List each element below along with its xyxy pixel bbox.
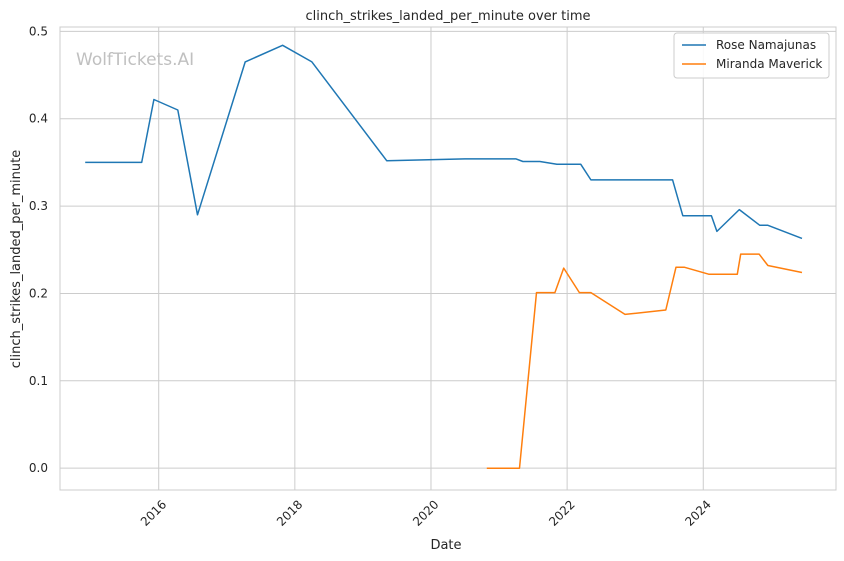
x-tick-label: 2016 <box>138 497 169 528</box>
series-line-rose-namajunas <box>85 44 803 240</box>
series-line-miranda-maverick <box>486 253 803 469</box>
x-tick-labels: 2016 2018 2020 2022 2024 <box>138 497 714 528</box>
y-tick-labels: 0.0 0.1 0.2 0.3 0.4 0.5 <box>29 24 48 475</box>
plot-area <box>59 26 837 491</box>
x-tick-label: 2024 <box>682 497 713 528</box>
y-axis-label: clinch_strikes_landed_per_minute <box>9 150 24 368</box>
legend-box <box>673 32 830 79</box>
watermark-text: WolfTickets.AI <box>76 50 194 70</box>
y-tick-label: 0.2 <box>29 286 48 300</box>
y-tick-label: 0.1 <box>29 374 48 388</box>
y-tick-label: 0.4 <box>29 112 48 126</box>
chart-title: clinch_strikes_landed_per_minute over ti… <box>305 9 590 24</box>
x-tick-label: 2020 <box>410 497 441 528</box>
x-tick-label: 2022 <box>546 497 577 528</box>
y-tick-label: 0.3 <box>29 199 48 213</box>
x-axis-label: Date <box>430 538 461 553</box>
y-tick-label: 0.5 <box>29 24 48 38</box>
x-tick-label: 2018 <box>274 497 305 528</box>
legend-label-miranda: Miranda Maverick <box>716 57 822 71</box>
y-tick-label: 0.0 <box>29 461 48 475</box>
grid-lines <box>60 27 836 490</box>
series-lines <box>85 44 803 469</box>
legend-label-rose: Rose Namajunas <box>716 38 816 52</box>
legend: Rose Namajunas Miranda Maverick <box>673 32 830 79</box>
